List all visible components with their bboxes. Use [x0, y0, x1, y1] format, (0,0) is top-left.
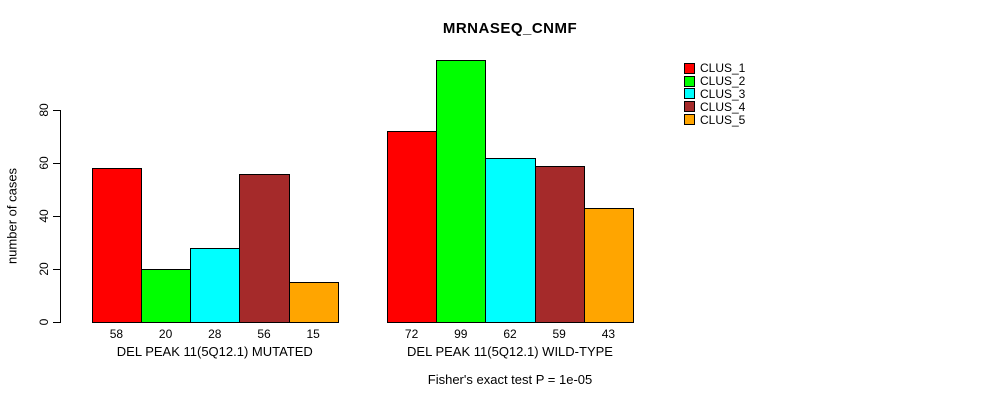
- bar-value-label: 62: [503, 327, 517, 341]
- legend-swatch-icon: [684, 62, 695, 74]
- legend-label: CLUS_5: [700, 112, 746, 127]
- legend-swatch-icon: [684, 101, 695, 113]
- legend-item-clus_5: CLUS_5: [684, 113, 745, 126]
- legend-item-clus_1: CLUS_1: [684, 62, 745, 75]
- legend-label: CLUS_1: [700, 61, 746, 76]
- legend-item-clus_2: CLUS_2: [684, 75, 745, 88]
- y-tick-mark: [53, 110, 60, 111]
- fisher-test-annotation: Fisher's exact test P = 1e-05: [427, 372, 593, 387]
- bar-clus_3-group1: [190, 247, 241, 323]
- y-axis-label: number of cases: [4, 167, 20, 265]
- legend-swatch-icon: [684, 114, 695, 126]
- y-tick-label: 0: [37, 318, 51, 326]
- bar-value-label: 59: [552, 327, 566, 341]
- y-tick-label: 80: [37, 103, 51, 117]
- bar-clus_2-group1: [141, 269, 192, 323]
- bar-value-label: 28: [208, 327, 222, 341]
- legend-swatch-icon: [684, 88, 695, 100]
- bar-clus_5-group1: [288, 282, 339, 323]
- y-tick-mark: [53, 163, 60, 164]
- legend-label: CLUS_3: [700, 86, 746, 101]
- bar-value-label: 20: [158, 327, 173, 341]
- legend-item-clus_4: CLUS_4: [684, 100, 745, 113]
- bar-clus_4-group1: [239, 173, 290, 323]
- y-tick-label: 40: [37, 209, 51, 223]
- legend-item-clus_3: CLUS_3: [684, 88, 745, 101]
- y-tick-label: 60: [37, 156, 51, 170]
- bar-clus_3-group2: [485, 157, 536, 323]
- legend-swatch-icon: [684, 75, 695, 87]
- y-axis-line: [60, 110, 61, 323]
- y-tick-label: 20: [37, 262, 51, 276]
- bar-clus_4-group2: [534, 165, 585, 323]
- bar-clus_2-group2: [436, 59, 487, 323]
- group-label: DEL PEAK 11(5Q12.1) MUTATED: [116, 344, 313, 359]
- legend-label: CLUS_2: [700, 74, 746, 89]
- group-label: DEL PEAK 11(5Q12.1) WILD-TYPE: [407, 344, 613, 359]
- bar-value-label: 72: [404, 327, 419, 341]
- bar-clus_1-group1: [91, 168, 142, 323]
- chart-title: MRNASEQ_CNMF: [442, 20, 578, 37]
- bar-value-label: 99: [454, 327, 468, 341]
- bar-value-label: 43: [601, 327, 616, 341]
- y-tick-mark: [53, 322, 60, 323]
- y-tick-mark: [53, 269, 60, 270]
- y-tick-mark: [53, 216, 60, 217]
- legend: CLUS_1 CLUS_2 CLUS_3 CLUS_4 CLUS_5: [684, 62, 745, 126]
- bar-value-label: 58: [109, 327, 124, 341]
- bar-clus_5-group2: [583, 208, 634, 323]
- legend-label: CLUS_4: [700, 99, 746, 114]
- bar-clus_1-group2: [387, 131, 438, 323]
- bar-value-label: 56: [257, 327, 271, 341]
- bar-value-label: 15: [306, 327, 320, 341]
